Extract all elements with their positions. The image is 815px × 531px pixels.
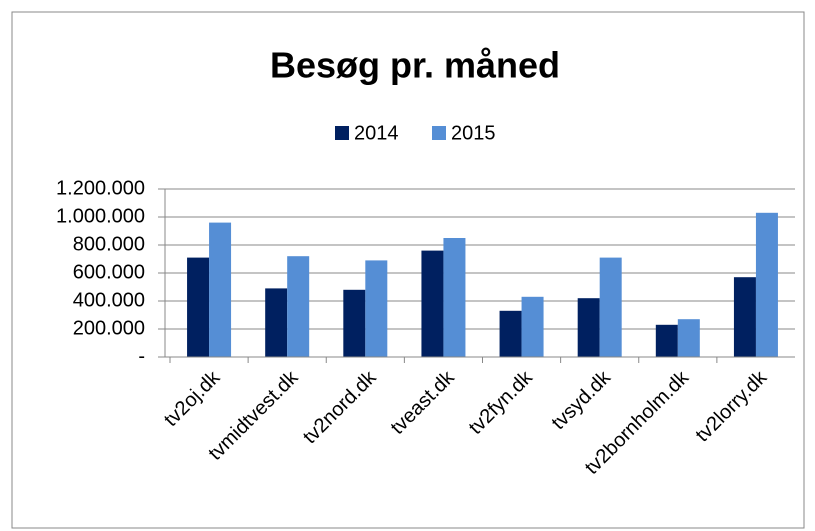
bar xyxy=(599,257,622,357)
legend-swatch xyxy=(432,126,446,140)
bar xyxy=(265,288,288,357)
bar xyxy=(677,319,700,357)
y-tick-label: 400.000 xyxy=(73,289,145,311)
y-tick-label: - xyxy=(138,345,145,367)
bar xyxy=(287,256,310,357)
bar xyxy=(755,212,778,357)
bar xyxy=(733,277,756,357)
y-tick-label: 1.200.000 xyxy=(56,177,145,199)
legend-label: 2015 xyxy=(451,122,496,144)
bar xyxy=(343,289,366,357)
bar xyxy=(443,238,466,357)
y-tick-label: 600.000 xyxy=(73,261,145,283)
y-tick-label: 200.000 xyxy=(73,317,145,339)
bar xyxy=(577,298,600,357)
bar xyxy=(521,296,544,357)
chart-title: Besøg pr. måned xyxy=(270,45,560,86)
bar xyxy=(421,250,444,357)
bar xyxy=(499,310,522,357)
bar xyxy=(365,260,388,357)
legend-label: 2014 xyxy=(354,122,399,144)
bar xyxy=(187,257,210,357)
y-tick-label: 1.000.000 xyxy=(56,205,145,227)
chart-border xyxy=(11,11,805,529)
y-tick-label: 800.000 xyxy=(73,233,145,255)
bar xyxy=(209,222,232,357)
legend-swatch xyxy=(335,126,349,140)
bar xyxy=(655,324,678,357)
